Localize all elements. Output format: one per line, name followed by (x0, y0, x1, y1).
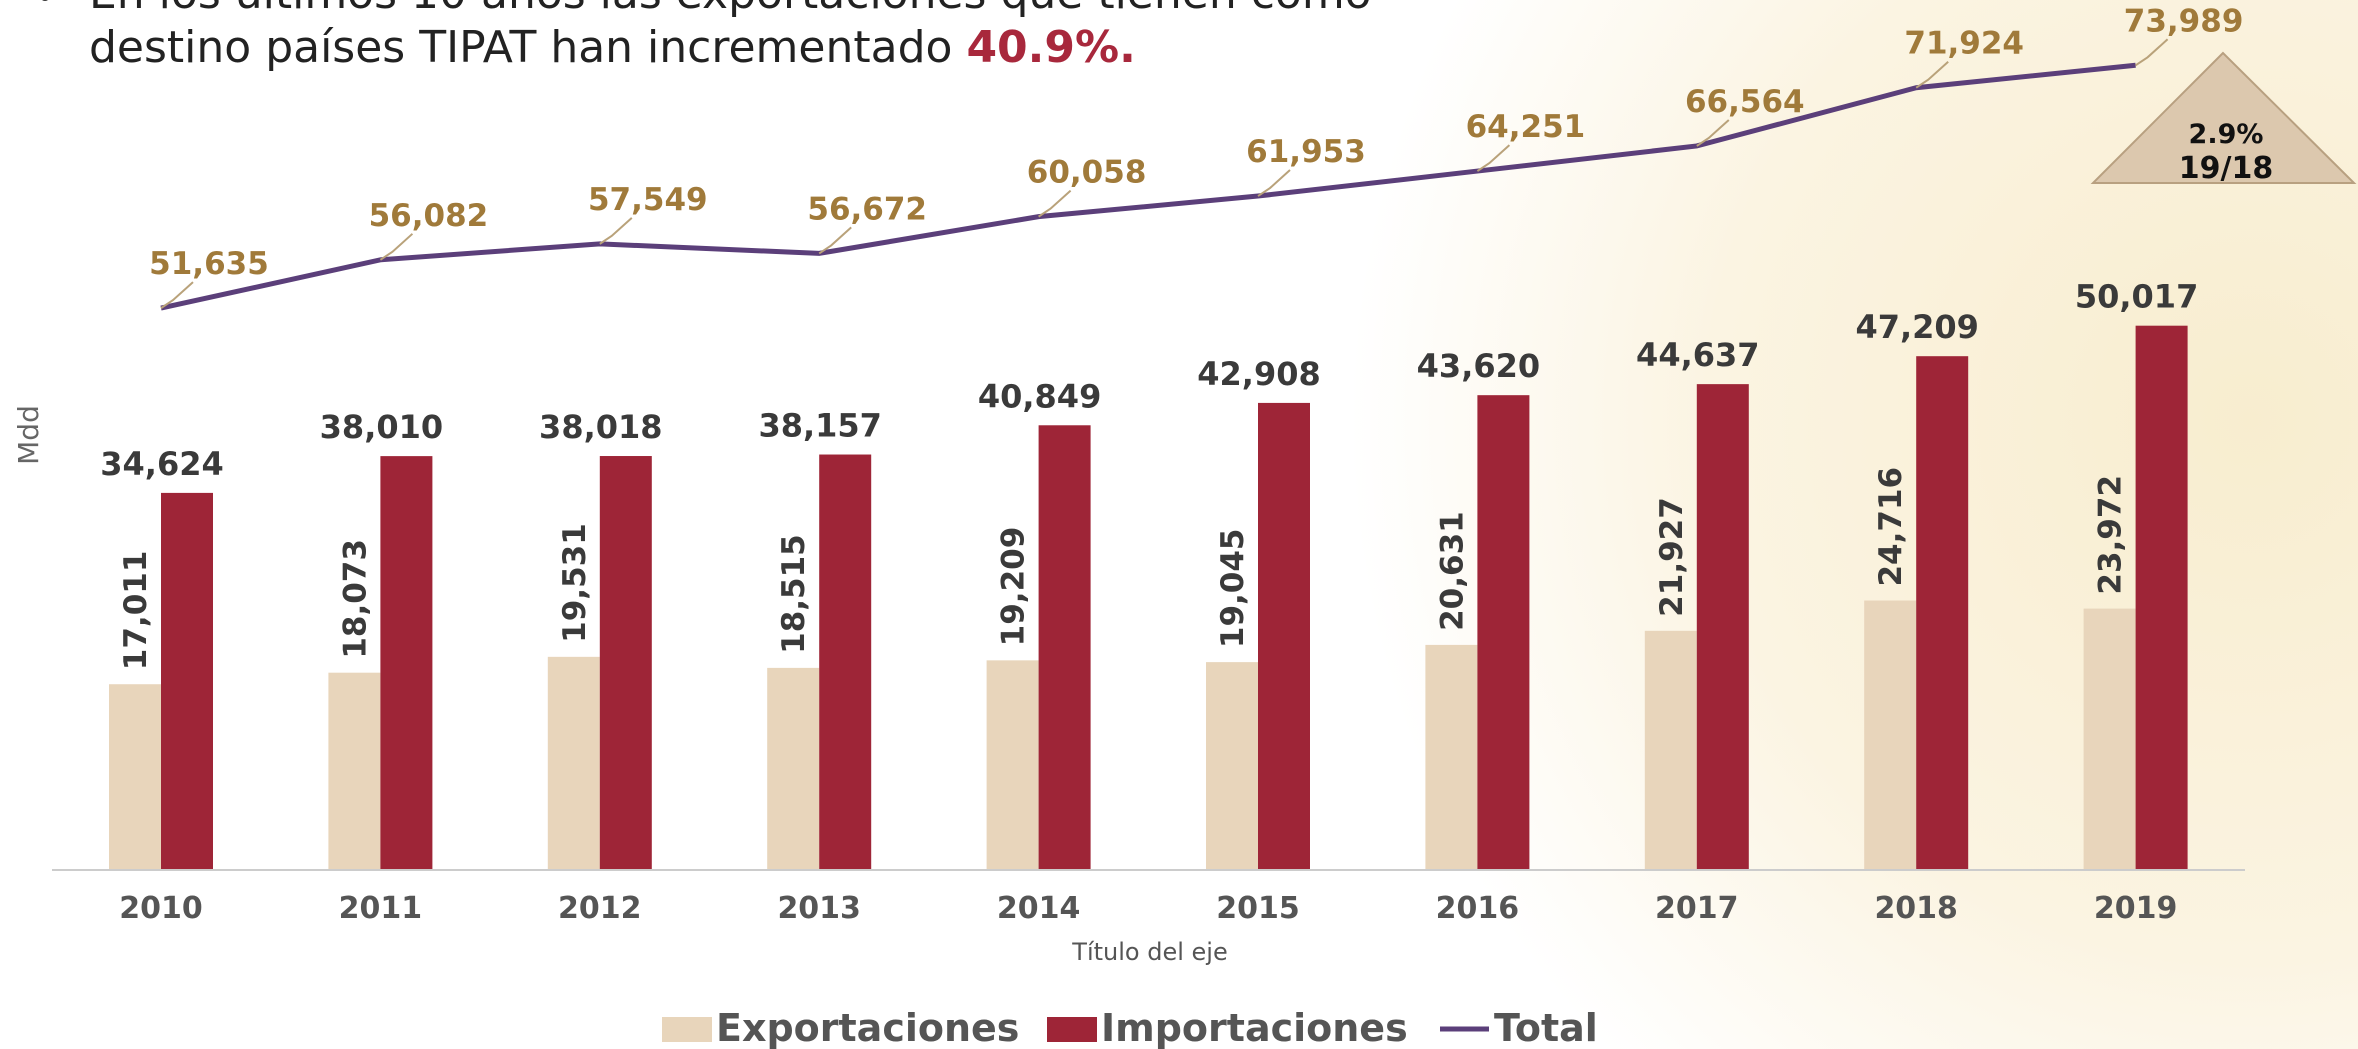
data-label: 38,010 (320, 408, 443, 446)
x-tick-label: 2012 (558, 891, 642, 926)
data-label: 50,017 (2075, 278, 2198, 316)
leader-line (160, 281, 194, 309)
x-tick-label: 2010 (119, 891, 203, 926)
data-label: 18,515 (776, 534, 812, 654)
data-label: 38,018 (539, 408, 662, 446)
data-label: 44,637 (1636, 336, 1759, 374)
leader-line (1915, 60, 1949, 89)
bar (2135, 325, 2188, 870)
leader-line (1696, 119, 1730, 147)
data-label: 19,045 (1215, 528, 1251, 648)
x-axis-label: Título del eje (1071, 938, 1227, 966)
leader-line (1257, 169, 1291, 197)
x-tick-label: 2017 (1655, 891, 1739, 926)
leader-line (379, 233, 414, 261)
data-label: 60,058 (1027, 155, 1147, 191)
x-tick-label: 2016 (1436, 891, 1520, 926)
bullet (42, 0, 48, 1)
data-label: 61,953 (1246, 134, 1366, 170)
legend-label: Importaciones (1101, 1006, 1408, 1049)
data-label: 38,157 (758, 407, 881, 445)
data-label: 73,989 (2124, 3, 2244, 39)
data-label: 71,924 (1904, 26, 2024, 62)
x-tick-label: 2015 (1216, 891, 1300, 926)
line (160, 62, 2136, 311)
title-line: En los últimos 10 años las exportaciones… (89, 0, 1372, 19)
data-label: 56,672 (807, 191, 927, 227)
annotation-text: 2.9% (2189, 119, 2264, 150)
data-label: 19,209 (996, 527, 1032, 647)
title-text: destino países TIPAT han incrementado (89, 22, 952, 73)
data-label: 64,251 (1466, 109, 1586, 145)
bar (1038, 425, 1091, 869)
title-line: destino países TIPAT han incrementado 40… (89, 22, 1136, 73)
legend-label: Total (1494, 1006, 1598, 1049)
data-label: 24,716 (1873, 467, 1909, 587)
bar (1206, 662, 1258, 869)
y-axis-label: Mdd (12, 405, 45, 465)
bar (819, 454, 872, 869)
x-tick-label: 2011 (339, 891, 423, 926)
data-label: 47,209 (1855, 308, 1978, 346)
annotation-text: 19/18 (2179, 151, 2273, 186)
data-label: 43,620 (1417, 347, 1540, 385)
data-label: 17,011 (118, 551, 154, 671)
legend-label: Exportaciones (716, 1006, 1019, 1049)
bar (1425, 644, 1478, 869)
data-label: 19,531 (557, 523, 593, 643)
leader-line (1476, 144, 1511, 172)
bar (1477, 395, 1530, 869)
bar (380, 456, 433, 869)
bar (767, 667, 820, 869)
bar (986, 660, 1039, 869)
bar (109, 684, 161, 869)
data-label: 51,635 (149, 246, 269, 282)
bar (161, 492, 213, 869)
data-label: 56,082 (369, 198, 489, 234)
bar (599, 456, 652, 869)
leader-line (599, 217, 633, 245)
leader-line (2135, 38, 2169, 67)
data-label: 18,073 (337, 539, 373, 659)
bar (328, 672, 381, 869)
x-tick-label: 2014 (997, 891, 1081, 926)
bar (2083, 608, 2136, 869)
data-label: 66,564 (1685, 84, 1805, 120)
bar (1864, 600, 1917, 869)
leader-line (1038, 189, 1072, 218)
data-label: 40,849 (978, 377, 1101, 415)
legend-swatch (662, 1017, 712, 1042)
bar (547, 656, 600, 869)
bar (1258, 402, 1310, 869)
data-label: 21,927 (1654, 497, 1690, 617)
title-highlight: 40.9%. (966, 22, 1135, 73)
annotation-triangle (2090, 51, 2357, 184)
data-label: 57,549 (588, 182, 708, 218)
data-label: 23,972 (2093, 475, 2129, 595)
data-label: 42,908 (1197, 355, 1320, 393)
bar (1696, 384, 1749, 869)
data-label: 20,631 (1434, 511, 1470, 631)
bar (1916, 356, 1969, 869)
bar (1644, 630, 1697, 869)
data-label: 34,624 (100, 445, 223, 483)
x-tick-label: 2018 (1874, 891, 1958, 926)
x-tick-label: 2013 (777, 891, 861, 926)
x-tick-label: 2019 (2094, 891, 2178, 926)
legend-swatch (1047, 1017, 1097, 1042)
leader-line (818, 226, 852, 255)
